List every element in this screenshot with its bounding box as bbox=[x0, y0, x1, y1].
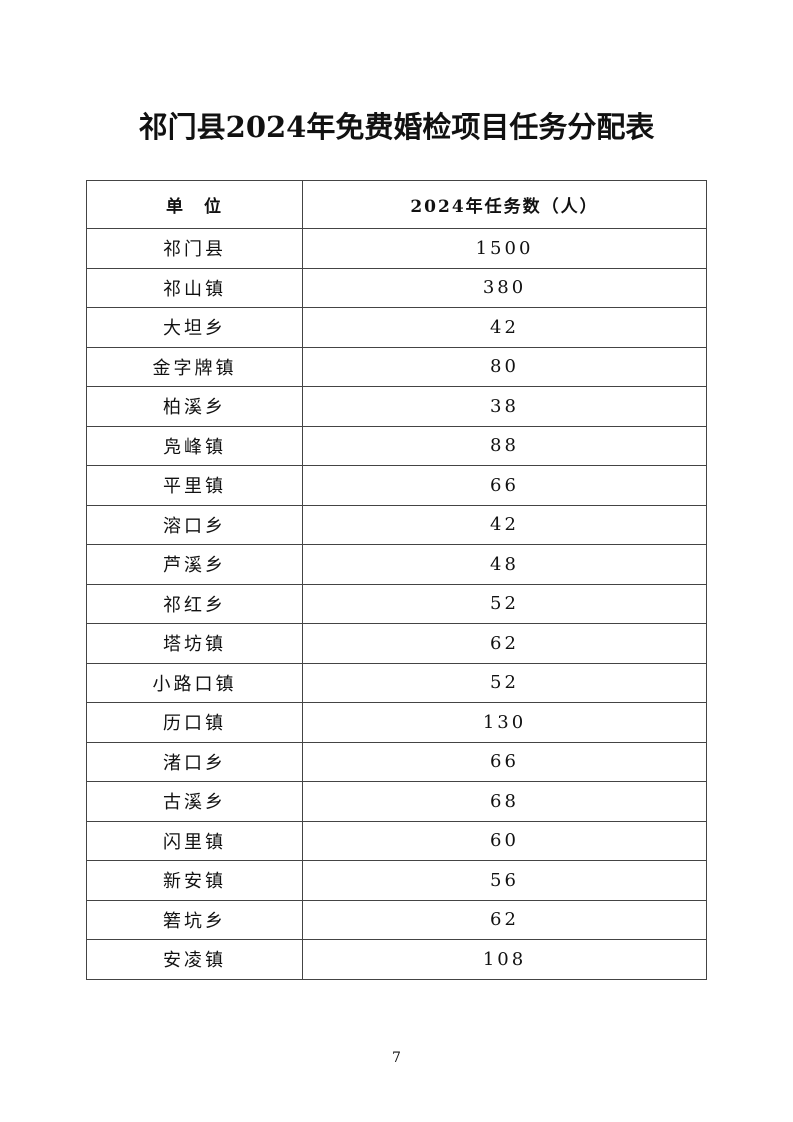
table-row: 平里镇 66 bbox=[86, 465, 707, 506]
table-row: 古溪乡 68 bbox=[86, 781, 707, 822]
table-row: 小路口镇 52 bbox=[86, 662, 707, 703]
header-task-count: 2024年任务数（人） bbox=[302, 180, 707, 229]
task-count-cell: 52 bbox=[302, 662, 707, 703]
table-header-row: 单 位 2024年任务数（人） bbox=[86, 180, 707, 229]
unit-cell: 古溪乡 bbox=[86, 781, 303, 822]
table-row: 溶口乡 42 bbox=[86, 504, 707, 545]
table-row: 安凌镇 108 bbox=[86, 939, 707, 980]
unit-cell: 溶口乡 bbox=[86, 504, 303, 545]
table-row: 渚口乡 66 bbox=[86, 741, 707, 782]
document-title: 祁门县2024年免费婚检项目任务分配表 bbox=[138, 110, 655, 144]
task-count-cell: 68 bbox=[302, 781, 707, 822]
unit-cell: 历口镇 bbox=[86, 702, 303, 743]
table-row: 箬坑乡 62 bbox=[86, 899, 707, 940]
task-count-cell: 66 bbox=[302, 465, 707, 506]
unit-cell: 柏溪乡 bbox=[86, 386, 303, 427]
table-row: 祁门县 1500 bbox=[86, 228, 707, 269]
unit-cell: 箬坑乡 bbox=[86, 899, 303, 940]
table-row: 凫峰镇 88 bbox=[86, 425, 707, 466]
task-count-cell: 62 bbox=[302, 899, 707, 940]
table-row: 塔坊镇 62 bbox=[86, 623, 707, 664]
task-count-cell: 38 bbox=[302, 386, 707, 427]
unit-cell: 平里镇 bbox=[86, 465, 303, 506]
unit-cell: 小路口镇 bbox=[86, 662, 303, 703]
table-row: 闪里镇 60 bbox=[86, 820, 707, 861]
task-count-cell: 108 bbox=[302, 939, 707, 980]
task-count-cell: 66 bbox=[302, 741, 707, 782]
unit-cell: 凫峰镇 bbox=[86, 425, 303, 466]
task-count-cell: 48 bbox=[302, 544, 707, 585]
task-count-cell: 130 bbox=[302, 702, 707, 743]
task-count-cell: 56 bbox=[302, 860, 707, 901]
unit-cell: 新安镇 bbox=[86, 860, 303, 901]
unit-cell: 塔坊镇 bbox=[86, 623, 303, 664]
task-count-cell: 62 bbox=[302, 623, 707, 664]
task-count-cell: 1500 bbox=[302, 228, 707, 269]
table-row: 芦溪乡 48 bbox=[86, 544, 707, 585]
task-allocation-table: 单 位 2024年任务数（人） 祁门县 1500 祁山镇 380 大坦乡 42 金字牌镇 80… bbox=[86, 180, 707, 980]
unit-cell: 闪里镇 bbox=[86, 820, 303, 861]
unit-cell: 祁红乡 bbox=[86, 583, 303, 624]
unit-cell: 芦溪乡 bbox=[86, 544, 303, 585]
task-count-cell: 42 bbox=[302, 504, 707, 545]
table-row: 历口镇 130 bbox=[86, 702, 707, 743]
header-unit: 单 位 bbox=[86, 180, 303, 229]
unit-cell: 祁门县 bbox=[86, 228, 303, 269]
table-row: 新安镇 56 bbox=[86, 860, 707, 901]
page-number: 7 bbox=[392, 1050, 401, 1066]
unit-cell: 安凌镇 bbox=[86, 939, 303, 980]
table-row: 大坦乡 42 bbox=[86, 307, 707, 348]
unit-cell: 祁山镇 bbox=[86, 267, 303, 308]
task-count-cell: 88 bbox=[302, 425, 707, 466]
unit-cell: 金字牌镇 bbox=[86, 346, 303, 387]
task-count-cell: 380 bbox=[302, 267, 707, 308]
unit-cell: 大坦乡 bbox=[86, 307, 303, 348]
table-row: 祁山镇 380 bbox=[86, 267, 707, 308]
task-count-cell: 80 bbox=[302, 346, 707, 387]
unit-cell: 渚口乡 bbox=[86, 741, 303, 782]
table-row: 祁红乡 52 bbox=[86, 583, 707, 624]
task-count-cell: 52 bbox=[302, 583, 707, 624]
task-count-cell: 60 bbox=[302, 820, 707, 861]
task-count-cell: 42 bbox=[302, 307, 707, 348]
table-row: 金字牌镇 80 bbox=[86, 346, 707, 387]
table-row: 柏溪乡 38 bbox=[86, 386, 707, 427]
